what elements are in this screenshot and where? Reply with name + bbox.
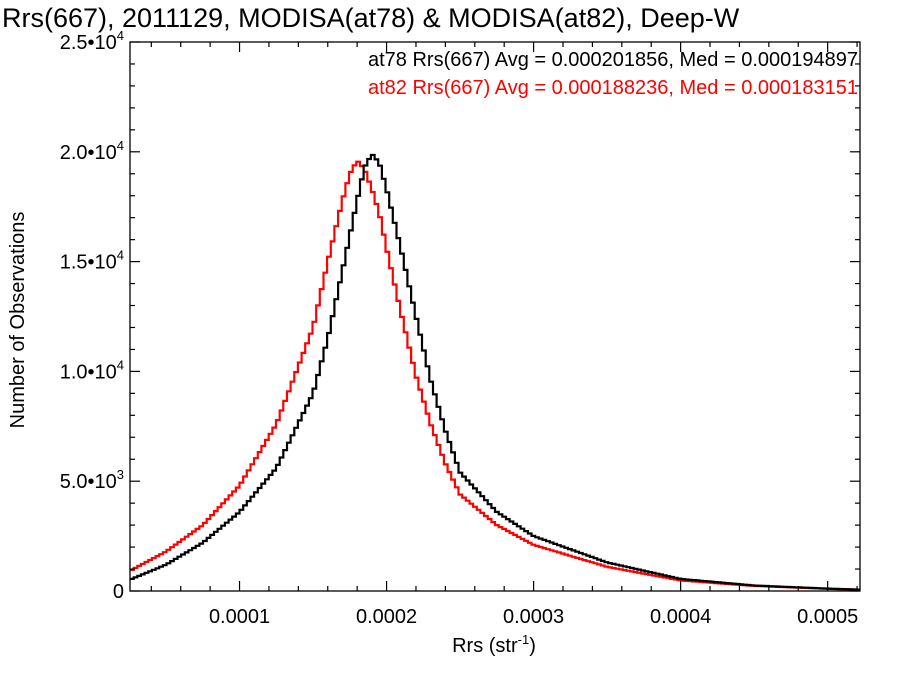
x-tick-label: 0.0001 <box>209 606 270 628</box>
x-tick-label: 0.0003 <box>503 606 564 628</box>
axes-layer <box>129 41 861 592</box>
y-tick-label: 2.0•104 <box>60 138 124 164</box>
y-tick-label: 5.0•103 <box>60 467 124 493</box>
x-axis-title-exponent: -1 <box>518 632 530 647</box>
series-line-at78 <box>130 153 860 591</box>
x-tick-label: 0.0002 <box>356 606 417 628</box>
x-axis-title-main: Rrs (str <box>452 635 518 657</box>
series-line-at82 <box>130 160 860 591</box>
x-axis-title-close: ) <box>529 635 536 657</box>
series-layer <box>130 153 860 591</box>
tick-layer: 0.0001 0.0002 0.0003 0.0004 0.0005 0 5.0•103 1.… <box>60 28 860 628</box>
chart-title: Rrs(667), 2011129, MODISA(at78) & MODISA… <box>2 3 740 33</box>
y-tick-label: 1.0•104 <box>60 357 124 383</box>
y-axis-title: Number of Observations <box>7 212 29 429</box>
x-tick-label: 0.0005 <box>797 606 858 628</box>
legend-entry-at82: at82 Rrs(667) Avg = 0.000188236, Med = 0… <box>368 77 858 99</box>
y-tick-label: 1.5•104 <box>60 248 124 274</box>
plot-frame <box>129 41 861 592</box>
x-tick-label: 0.0004 <box>650 606 711 628</box>
y-tick-label: 2.5•104 <box>60 28 124 54</box>
x-axis-title: Rrs (str-1) <box>452 632 536 657</box>
y-tick-label: 0 <box>113 581 124 603</box>
legend-entry-at78: at78 Rrs(667) Avg = 0.000201856, Med = 0… <box>368 49 858 71</box>
